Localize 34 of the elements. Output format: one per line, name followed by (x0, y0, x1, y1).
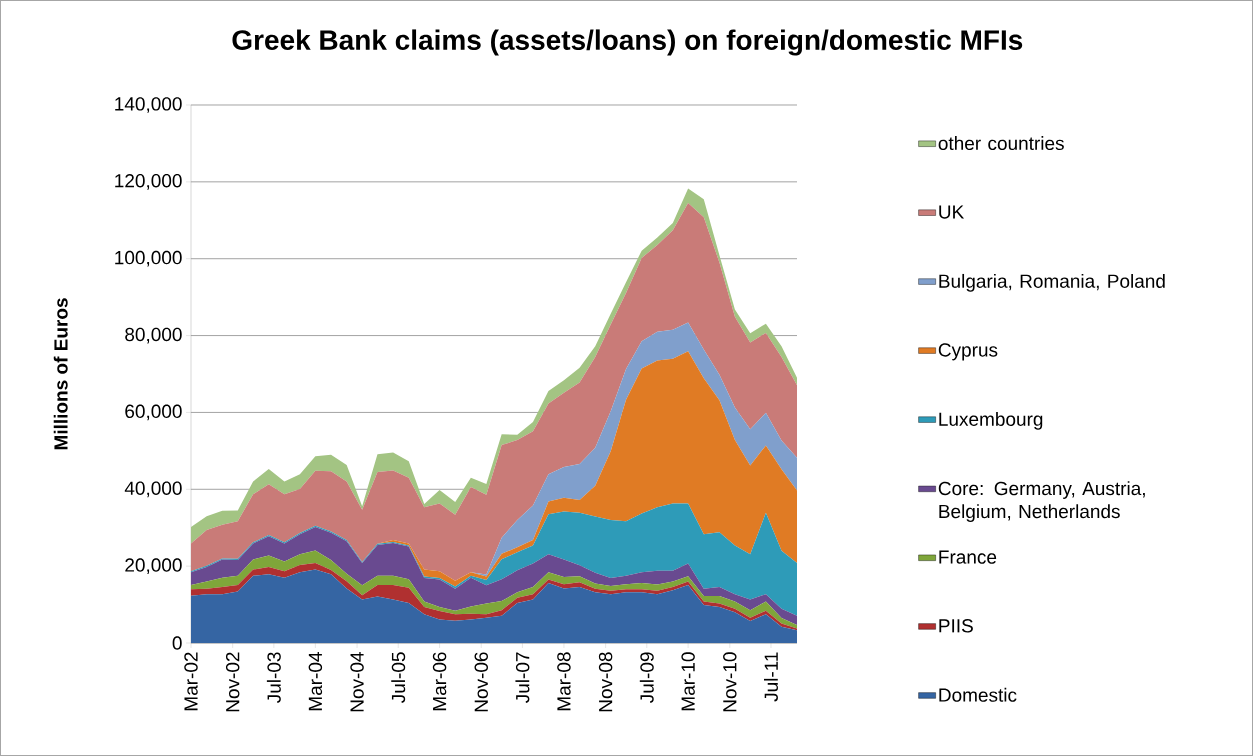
x-tick-label: Nov-10 (723, 652, 737, 712)
x-tick-label: Jul-11 (764, 652, 778, 702)
legend-label: PIIS (939, 619, 973, 633)
chart-title: Greek Bank claims (assets/loans) on foreign/domestic MFIs (232, 29, 1023, 56)
x-tick-label: Nov-02 (225, 652, 240, 712)
x-tick-label: Mar-02 (184, 652, 198, 711)
x-tick-label: Jul-03 (266, 652, 281, 703)
legend-label: Bulgaria, Romania, Poland (939, 273, 1165, 292)
x-tick-label: Nov-08 (598, 652, 613, 712)
legend-label: Cyprus (938, 343, 998, 361)
y-axis-title: Millions of Euros (53, 298, 68, 450)
y-tick-label: 140,000 (115, 97, 182, 113)
y-tick-label: 120,000 (115, 174, 182, 190)
x-tick-label: Jul-05 (391, 652, 406, 703)
x-tick-label: Jul-07 (515, 652, 530, 703)
legend-label: UK (939, 205, 965, 219)
x-tick-label: Nov-06 (474, 652, 488, 712)
x-tick-label: Mar-08 (557, 652, 571, 711)
y-tick-label: 80,000 (125, 327, 182, 344)
legend-label: Luxembourg (939, 411, 1043, 430)
y-tick-label: 40,000 (124, 481, 182, 498)
x-tick-label: Mar-04 (308, 652, 323, 711)
legend-label: Core: Germany, Austria, Belgium, Netherlands (938, 481, 1145, 522)
y-tick-label: 100,000 (115, 250, 182, 267)
legend-label: other countries (938, 136, 1064, 151)
x-tick-label: Jul-09 (639, 652, 654, 703)
y-tick-label: 0 (172, 636, 182, 650)
x-tick-label: Nov-04 (350, 652, 364, 712)
x-tick-label: Mar-10 (681, 652, 695, 711)
x-tick-label: Mar-06 (432, 652, 447, 711)
y-tick-label: 60,000 (125, 404, 182, 421)
legend-label: France (939, 550, 997, 564)
y-tick-label: 20,000 (125, 558, 182, 574)
legend-label: Domestic (939, 687, 1017, 702)
